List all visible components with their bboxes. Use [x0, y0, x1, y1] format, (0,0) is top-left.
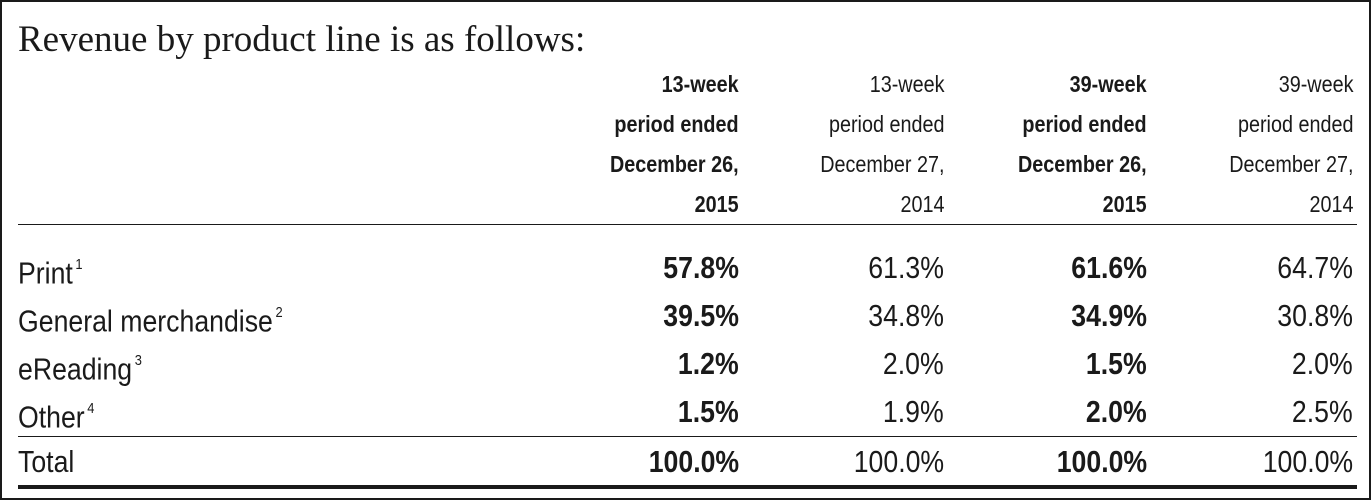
cell-value: 2.0%: [883, 346, 944, 381]
footnote-marker: 2: [275, 304, 283, 321]
row-label: Print 1: [18, 255, 83, 291]
cell-value: 2.0%: [1292, 346, 1353, 381]
total-divider: [18, 436, 1357, 437]
row-label: General merchandise 2: [18, 303, 283, 339]
table-title: Revenue by product line is as follows:: [18, 19, 586, 60]
cell-value: 1.5%: [678, 394, 739, 429]
total-value: 100.0%: [648, 444, 739, 479]
table-row: Print 1 57.8% 61.3% 61.6% 64.7%: [2, 244, 1369, 292]
row-label: Other 4: [18, 399, 95, 435]
cell-value: 2.5%: [1292, 394, 1353, 429]
footnote-marker: 3: [134, 352, 142, 369]
header-divider: [18, 224, 1357, 225]
cell-value: 57.8%: [663, 250, 739, 285]
cell-value: 39.5%: [663, 298, 739, 333]
total-value: 100.0%: [1056, 444, 1147, 479]
column-header-13wk-2014: 13-week period ended December 27, 2014: [819, 71, 944, 217]
table-row: General merchandise 2 39.5% 34.8% 34.9% 3…: [2, 292, 1369, 340]
total-row: Total 100.0% 100.0% 100.0% 100.0%: [2, 438, 1369, 486]
cell-value: 2.0%: [1086, 394, 1147, 429]
table-row: eReading 3 1.2% 2.0% 1.5% 2.0%: [2, 340, 1369, 388]
cell-value: 1.2%: [678, 346, 739, 381]
cell-value: 1.5%: [1086, 346, 1147, 381]
cell-value: 1.9%: [883, 394, 944, 429]
total-value: 100.0%: [1262, 444, 1353, 479]
column-header-39wk-2014: 39-week period ended December 27, 2014: [1228, 71, 1353, 217]
total-value: 100.0%: [853, 444, 944, 479]
bottom-double-rule: [18, 485, 1357, 489]
cell-value: 61.3%: [868, 250, 944, 285]
cell-value: 30.8%: [1277, 298, 1353, 333]
cell-value: 34.8%: [868, 298, 944, 333]
row-label: eReading 3: [18, 351, 142, 387]
total-label: Total: [18, 444, 75, 479]
table-row: Other 4 1.5% 1.9% 2.0% 2.5%: [2, 388, 1369, 436]
column-header-13wk-2015: 13-week period ended December 26, 2015: [610, 71, 739, 217]
cell-value: 61.6%: [1071, 250, 1147, 285]
footnote-marker: 4: [87, 400, 95, 417]
footnote-marker: 1: [75, 256, 83, 273]
column-header-39wk-2015: 39-week period ended December 26, 2015: [1018, 71, 1147, 217]
cell-value: 34.9%: [1071, 298, 1147, 333]
cell-value: 64.7%: [1277, 250, 1353, 285]
